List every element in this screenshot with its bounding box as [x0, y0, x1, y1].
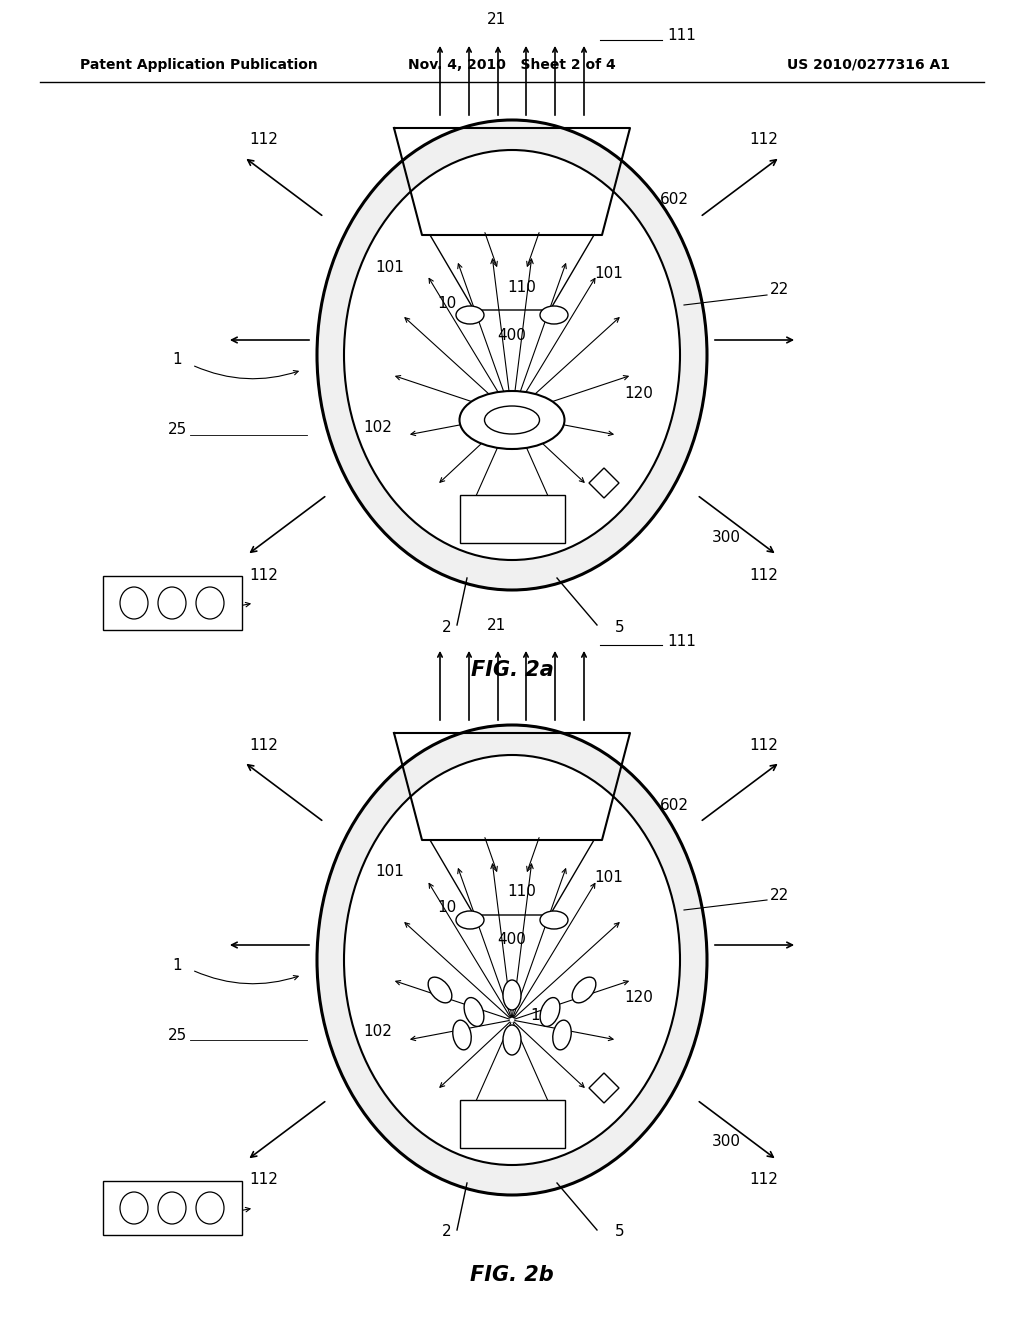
- Text: 602: 602: [660, 193, 689, 207]
- Ellipse shape: [196, 587, 224, 619]
- Text: 300: 300: [712, 1134, 741, 1150]
- Ellipse shape: [196, 1192, 224, 1224]
- Text: 10: 10: [530, 403, 549, 417]
- Text: 102: 102: [364, 1024, 392, 1040]
- Text: 111: 111: [667, 29, 696, 44]
- Text: 112: 112: [250, 1172, 279, 1188]
- Text: 5: 5: [615, 1225, 625, 1239]
- Ellipse shape: [503, 979, 521, 1010]
- Ellipse shape: [317, 725, 707, 1195]
- Text: 101: 101: [594, 870, 623, 886]
- Text: US 2010/0277316 A1: US 2010/0277316 A1: [787, 58, 950, 73]
- Text: 43: 43: [137, 615, 157, 631]
- Ellipse shape: [464, 998, 484, 1027]
- Text: 10: 10: [530, 1007, 549, 1023]
- Text: 10: 10: [437, 900, 457, 916]
- Text: 120: 120: [624, 385, 653, 400]
- Ellipse shape: [344, 150, 680, 560]
- Text: Patent Application Publication: Patent Application Publication: [80, 58, 317, 73]
- Text: 101: 101: [375, 260, 404, 275]
- FancyBboxPatch shape: [102, 1181, 242, 1236]
- Text: 25: 25: [168, 1027, 187, 1043]
- Text: 112: 112: [750, 132, 778, 148]
- Text: 112: 112: [750, 738, 778, 752]
- Ellipse shape: [453, 1020, 471, 1049]
- Text: 1: 1: [172, 352, 182, 367]
- Text: 120: 120: [624, 990, 653, 1006]
- Ellipse shape: [484, 407, 540, 434]
- Text: 110: 110: [508, 884, 537, 899]
- Text: 112: 112: [750, 568, 778, 582]
- Ellipse shape: [572, 977, 596, 1003]
- Text: 10: 10: [437, 296, 457, 310]
- Text: 2: 2: [442, 1225, 452, 1239]
- Ellipse shape: [540, 998, 560, 1027]
- Text: 1: 1: [172, 957, 182, 973]
- FancyBboxPatch shape: [460, 1100, 564, 1148]
- Ellipse shape: [540, 911, 568, 929]
- Text: 25: 25: [168, 422, 187, 437]
- Text: 40: 40: [503, 510, 521, 524]
- Polygon shape: [589, 469, 618, 498]
- Text: 300: 300: [712, 529, 741, 544]
- Text: 111: 111: [667, 634, 696, 648]
- FancyBboxPatch shape: [460, 495, 564, 543]
- Ellipse shape: [456, 306, 484, 323]
- Ellipse shape: [456, 911, 484, 929]
- Text: 101: 101: [594, 265, 623, 281]
- Text: 22: 22: [770, 887, 790, 903]
- Text: 2: 2: [442, 619, 452, 635]
- Ellipse shape: [503, 1026, 521, 1055]
- Ellipse shape: [553, 1020, 571, 1049]
- Ellipse shape: [120, 587, 148, 619]
- Text: 43: 43: [137, 1221, 157, 1236]
- Text: 101: 101: [375, 865, 404, 879]
- Ellipse shape: [428, 977, 452, 1003]
- Ellipse shape: [540, 306, 568, 323]
- Ellipse shape: [158, 1192, 186, 1224]
- Ellipse shape: [460, 391, 564, 449]
- Ellipse shape: [158, 587, 186, 619]
- Ellipse shape: [317, 120, 707, 590]
- Text: FIG. 2b: FIG. 2b: [470, 1265, 554, 1284]
- FancyBboxPatch shape: [102, 576, 242, 630]
- Text: 112: 112: [750, 1172, 778, 1188]
- Text: 102: 102: [364, 420, 392, 434]
- Text: 21: 21: [487, 12, 507, 28]
- Polygon shape: [589, 1073, 618, 1104]
- Text: 602: 602: [660, 797, 689, 813]
- Text: 40: 40: [503, 1114, 521, 1130]
- Text: 110: 110: [508, 280, 537, 294]
- Text: 400: 400: [498, 932, 526, 948]
- Text: 5: 5: [615, 619, 625, 635]
- Text: 112: 112: [250, 738, 279, 752]
- Ellipse shape: [344, 755, 680, 1166]
- Text: 21: 21: [487, 618, 507, 632]
- Text: 400: 400: [498, 327, 526, 342]
- Text: FIG. 2a: FIG. 2a: [471, 660, 553, 680]
- Text: 112: 112: [250, 132, 279, 148]
- Text: 112: 112: [250, 568, 279, 582]
- Text: Nov. 4, 2010   Sheet 2 of 4: Nov. 4, 2010 Sheet 2 of 4: [409, 58, 615, 73]
- Ellipse shape: [120, 1192, 148, 1224]
- Text: 22: 22: [770, 282, 790, 297]
